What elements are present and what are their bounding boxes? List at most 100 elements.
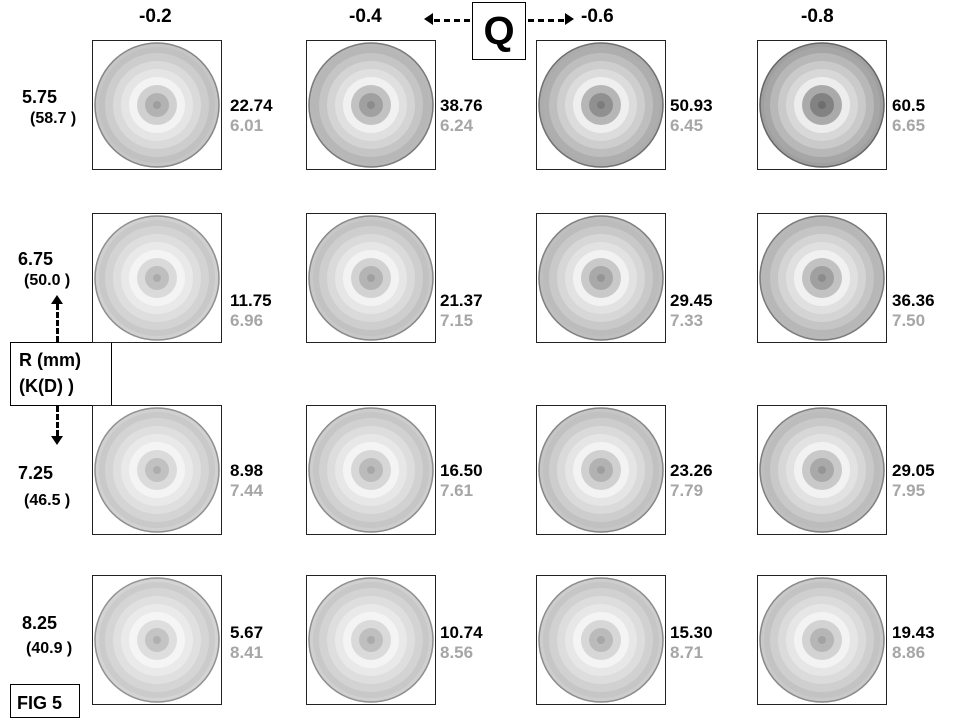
row-label-3: 7.25 (46.5 ) [18, 462, 70, 512]
cell-secondary-value: 6.45 [670, 116, 704, 135]
row-label-2: 6.75 (50.0 ) [18, 248, 70, 292]
cell-values: 15.30 8.71 [670, 623, 713, 663]
cell-values: 10.74 8.56 [440, 623, 483, 663]
cell-secondary-value: 7.33 [670, 311, 704, 330]
cell-primary-value: 38.76 [440, 96, 483, 115]
cell-primary-value: 8.98 [230, 461, 264, 480]
cell-primary-value: 60.5 [892, 96, 926, 115]
cell-secondary-value: 6.01 [230, 116, 264, 135]
q-column-header-2: -0.4 [349, 6, 382, 27]
contour-ring [818, 466, 826, 474]
r-axis-box: R (mm) (K(D) ) [10, 342, 112, 406]
contour-ring [367, 101, 375, 109]
cell-secondary-value: 7.79 [670, 481, 704, 500]
contour-ring [818, 101, 826, 109]
ring-pattern [538, 42, 664, 168]
row-r-value: 7.25 [18, 463, 54, 483]
cell-secondary-value: 8.71 [670, 643, 704, 662]
r-dashed-line-up [56, 304, 59, 342]
cell-primary-value: 36.36 [892, 291, 935, 310]
topography-map [757, 575, 887, 705]
topography-map [92, 40, 222, 170]
contour-ring [818, 274, 826, 282]
cell-values: 19.43 8.86 [892, 623, 935, 663]
ring-pattern [538, 407, 664, 533]
cell-values: 38.76 6.24 [440, 96, 483, 136]
r-axis-label-line2: (K(D) ) [19, 376, 74, 396]
row-k-value: (50.0 ) [24, 272, 71, 289]
topography-map [536, 405, 666, 535]
cell-values: 23.26 7.79 [670, 461, 713, 501]
contour-ring [597, 636, 605, 644]
right-arrow-icon [565, 13, 574, 25]
q-column-header-4: -0.8 [801, 6, 834, 27]
row-r-value: 6.75 [18, 249, 54, 269]
ring-pattern [308, 577, 434, 703]
cell-secondary-value: 7.15 [440, 311, 474, 330]
q-column-header-1: -0.2 [139, 6, 172, 27]
r-dashed-line-down [56, 406, 59, 436]
topography-map [306, 40, 436, 170]
topography-map [92, 405, 222, 535]
q-axis-box: Q [472, 2, 526, 60]
ring-pattern [759, 407, 885, 533]
cell-secondary-value: 6.96 [230, 311, 264, 330]
contour-ring [153, 636, 161, 644]
contour-ring [367, 466, 375, 474]
contour-ring [367, 636, 375, 644]
row-k-value: (46.5 ) [24, 492, 71, 509]
cell-values: 29.45 7.33 [670, 291, 713, 331]
topography-map [757, 40, 887, 170]
cell-primary-value: 21.37 [440, 291, 483, 310]
row-r-value: 5.75 [22, 87, 58, 107]
contour-ring [153, 466, 161, 474]
cell-values: 11.75 6.96 [230, 291, 272, 331]
cell-primary-value: 22.74 [230, 96, 273, 115]
row-label-4: 8.25 (40.9 ) [22, 612, 72, 660]
contour-ring [367, 274, 375, 282]
contour-ring [153, 274, 161, 282]
ring-pattern [759, 215, 885, 341]
up-arrow-icon [51, 295, 63, 304]
ring-pattern [308, 407, 434, 533]
topography-map [92, 213, 222, 343]
ring-pattern [94, 215, 220, 341]
cell-primary-value: 50.93 [670, 96, 713, 115]
topography-map [536, 40, 666, 170]
cell-primary-value: 19.43 [892, 623, 935, 642]
cell-primary-value: 16.50 [440, 461, 483, 480]
cell-primary-value: 15.30 [670, 623, 713, 642]
cell-secondary-value: 7.95 [892, 481, 926, 500]
row-label-1: 5.75 (58.7 ) [22, 86, 76, 130]
cell-secondary-value: 8.86 [892, 643, 926, 662]
cell-primary-value: 10.74 [440, 623, 483, 642]
ring-pattern [308, 42, 434, 168]
cell-primary-value: 29.05 [892, 461, 935, 480]
ring-pattern [759, 577, 885, 703]
cell-values: 16.50 7.61 [440, 461, 483, 501]
cell-secondary-value: 8.41 [230, 643, 264, 662]
topography-map [757, 405, 887, 535]
topography-map [306, 405, 436, 535]
q-dashed-line-left [434, 19, 470, 22]
left-arrow-icon [424, 13, 433, 25]
row-k-value: (58.7 ) [30, 110, 77, 127]
ring-pattern [94, 42, 220, 168]
cell-secondary-value: 7.44 [230, 481, 264, 500]
down-arrow-icon [51, 436, 63, 445]
r-axis-label-line1: R (mm) [19, 350, 81, 370]
ring-pattern [759, 42, 885, 168]
topography-map [536, 575, 666, 705]
ring-pattern [94, 407, 220, 533]
cell-primary-value: 11.75 [230, 291, 272, 310]
cell-secondary-value: 7.50 [892, 311, 926, 330]
ring-pattern [308, 215, 434, 341]
topography-map [757, 213, 887, 343]
topography-map [92, 575, 222, 705]
cell-secondary-value: 6.65 [892, 116, 926, 135]
cell-secondary-value: 8.56 [440, 643, 474, 662]
ring-pattern [538, 577, 664, 703]
ring-pattern [94, 577, 220, 703]
contour-ring [597, 466, 605, 474]
cell-values: 36.36 7.50 [892, 291, 935, 331]
